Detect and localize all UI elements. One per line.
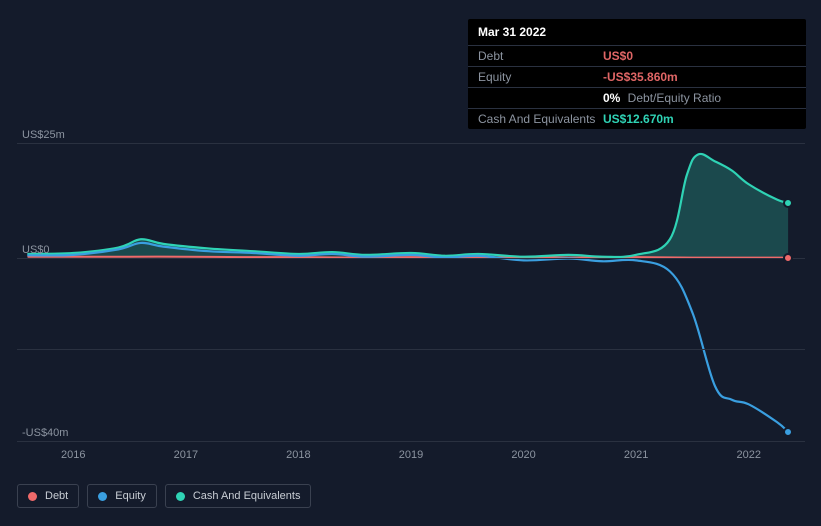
legend-item-debt[interactable]: Debt xyxy=(17,484,79,508)
x-axis-label: 2021 xyxy=(624,449,648,461)
legend-swatch xyxy=(28,492,37,501)
legend-item-cash[interactable]: Cash And Equivalents xyxy=(165,484,312,508)
debt-end-marker xyxy=(783,253,793,263)
equity-end-marker xyxy=(783,427,793,437)
x-axis-label: 2022 xyxy=(736,449,760,461)
financial-chart: Mar 31 2022 DebtUS$0Equity-US$35.860m0% … xyxy=(0,0,821,526)
plot-area: US$25mUS$0-US$40m xyxy=(17,143,805,441)
x-axis-label: 2018 xyxy=(286,449,310,461)
chart-legend: Debt Equity Cash And Equivalents xyxy=(17,484,311,508)
tooltip-date: Mar 31 2022 xyxy=(468,19,806,46)
x-axis-label: 2019 xyxy=(399,449,423,461)
x-axis-label: 2017 xyxy=(174,449,198,461)
tooltip-label: Equity xyxy=(478,70,603,84)
tooltip-value: 0% Debt/Equity Ratio xyxy=(603,91,721,105)
gridline xyxy=(17,349,805,350)
legend-item-equity[interactable]: Equity xyxy=(87,484,157,508)
legend-swatch xyxy=(176,492,185,501)
x-axis-label: 2016 xyxy=(61,449,85,461)
y-axis-label: -US$40m xyxy=(22,427,68,441)
chart-svg xyxy=(17,143,805,441)
tooltip-row: Cash And EquivalentsUS$12.670m xyxy=(468,109,806,129)
legend-label: Debt xyxy=(45,490,68,502)
gridline xyxy=(17,441,805,442)
tooltip-row: 0% Debt/Equity Ratio xyxy=(468,88,806,109)
y-axis-label: US$25m xyxy=(22,129,65,143)
tooltip-value: US$0 xyxy=(603,49,633,63)
tooltip-value: -US$35.860m xyxy=(603,70,678,84)
y-axis-label: US$0 xyxy=(22,244,50,258)
chart-tooltip: Mar 31 2022 DebtUS$0Equity-US$35.860m0% … xyxy=(468,19,806,129)
tooltip-label: Debt xyxy=(478,49,603,63)
equity-line xyxy=(28,243,788,432)
legend-swatch xyxy=(98,492,107,501)
gridline xyxy=(17,143,805,144)
x-axis: 2016 2017 2018 2019 2020 2021 2022 xyxy=(17,449,805,467)
legend-label: Equity xyxy=(115,490,146,502)
tooltip-row: Equity-US$35.860m xyxy=(468,67,806,88)
tooltip-label: Cash And Equivalents xyxy=(478,112,603,126)
gridline xyxy=(17,258,805,259)
cash-end-marker xyxy=(783,198,793,208)
tooltip-value: US$12.670m xyxy=(603,112,674,126)
legend-label: Cash And Equivalents xyxy=(193,490,301,502)
tooltip-row: DebtUS$0 xyxy=(468,46,806,67)
tooltip-label xyxy=(478,91,603,105)
x-axis-label: 2020 xyxy=(511,449,535,461)
